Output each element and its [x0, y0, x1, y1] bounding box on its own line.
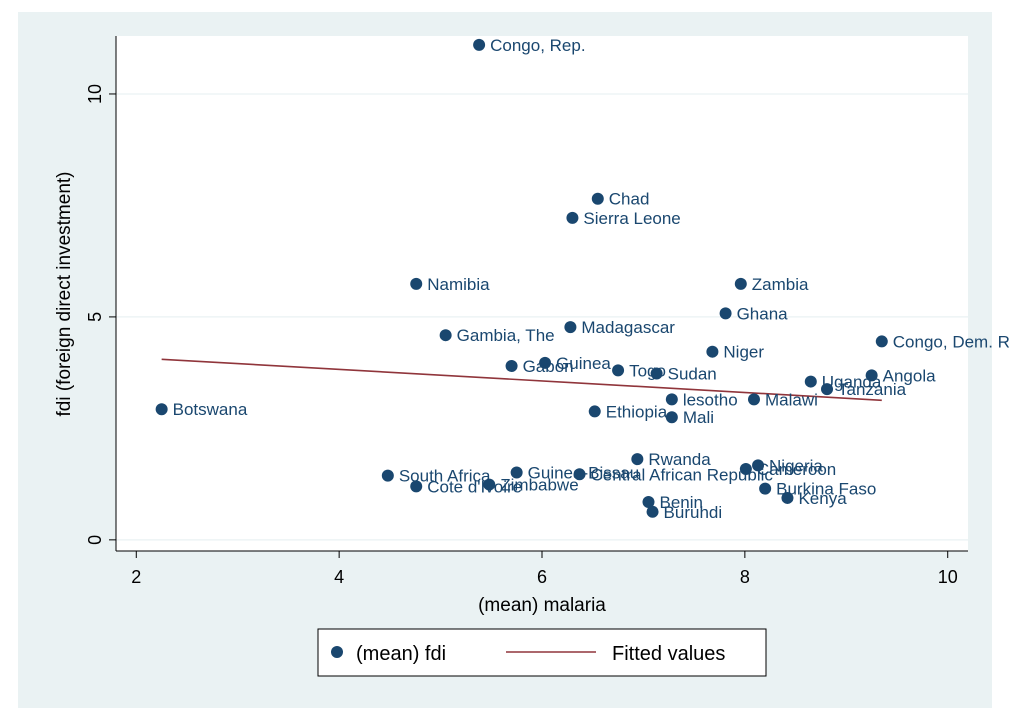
- point-label: Gambia, The: [457, 326, 555, 345]
- point-label: Zambia: [752, 275, 809, 294]
- data-point: [483, 478, 496, 491]
- point-label: Mali: [683, 408, 714, 427]
- point-label: Sierra Leone: [583, 209, 680, 228]
- data-point: [821, 383, 834, 396]
- x-tick-label: 8: [740, 567, 750, 587]
- data-point: [646, 505, 659, 518]
- data-point: [439, 329, 452, 342]
- point-label: Cote d'Ivoire: [427, 477, 522, 496]
- point-label: Gabon: [523, 357, 574, 376]
- data-point: [865, 369, 878, 382]
- data-point: [573, 468, 586, 481]
- data-point: [410, 480, 423, 493]
- x-tick-label: 6: [537, 567, 547, 587]
- point-label: Cameroon: [757, 460, 836, 479]
- point-label: Uganda: [822, 373, 882, 392]
- data-point: [505, 359, 518, 372]
- data-point: [591, 192, 604, 205]
- data-point: [752, 459, 765, 472]
- point-label: Congo, Dem. Rep.: [893, 332, 1010, 351]
- data-point: [719, 307, 732, 320]
- data-point: [665, 411, 678, 424]
- data-point: [539, 356, 552, 369]
- data-point: [759, 482, 772, 495]
- point-label: Ethiopia: [606, 402, 668, 421]
- data-point: [734, 277, 747, 290]
- data-point: [665, 393, 678, 406]
- point-label: Namibia: [427, 275, 490, 294]
- point-label: lesotho: [683, 390, 738, 409]
- data-point: [739, 462, 752, 475]
- y-tick-label: 10: [85, 84, 105, 104]
- point-label: Benin: [660, 493, 703, 512]
- data-point: [706, 345, 719, 358]
- tick-marks: 0 5 10 2 4 6 8 10: [85, 84, 958, 587]
- y-tick-label: 0: [85, 535, 105, 545]
- point-label: Tanzania: [838, 380, 907, 399]
- data-point: [612, 364, 625, 377]
- point-label: Ghana: [737, 304, 789, 323]
- x-tick-label: 4: [334, 567, 344, 587]
- data-point: [588, 405, 601, 418]
- x-tick-label: 2: [131, 567, 141, 587]
- legend: (mean) fdi Fitted values: [317, 628, 767, 677]
- data-point: [510, 466, 523, 479]
- point-label: Malawi: [765, 390, 818, 409]
- fitted-line-layer: [161, 358, 882, 402]
- point-label: Zimbabwe: [500, 476, 578, 495]
- data-point: [410, 277, 423, 290]
- gridlines: [116, 93, 968, 541]
- point-label: Chad: [609, 190, 650, 209]
- data-point: [642, 495, 655, 508]
- y-axis-title: fdi (foreign direct investment): [54, 172, 75, 417]
- point-label: Central African Republic: [591, 465, 774, 484]
- legend-marker-icon: [331, 646, 343, 658]
- point-label: Sudan: [668, 365, 717, 384]
- point-label: Niger: [723, 343, 764, 362]
- data-point: [875, 335, 888, 348]
- x-tick-label: 10: [938, 567, 958, 587]
- plot-area: [116, 36, 968, 551]
- point-label: Rwanda: [648, 450, 711, 469]
- data-point: [804, 375, 817, 388]
- point-label: Botswana: [173, 400, 248, 419]
- data-point: [473, 38, 486, 51]
- point-label: Buruhdi: [664, 503, 723, 522]
- point-label: Nigeria: [769, 456, 823, 475]
- data-point: [564, 321, 577, 334]
- legend-label-fit: Fitted values: [612, 643, 725, 665]
- fitted-values-line: [161, 358, 882, 402]
- point-label: South Africa: [399, 467, 491, 486]
- point-label: Guinea: [556, 354, 611, 373]
- y-tick-label: 5: [85, 312, 105, 322]
- data-point: [566, 211, 579, 224]
- point-label: Madagascar: [581, 318, 675, 337]
- point-label: Kenya: [798, 489, 847, 508]
- data-point: [747, 393, 760, 406]
- point-label: Angola: [883, 366, 936, 385]
- data-point: [781, 491, 794, 504]
- data-point: [631, 453, 644, 466]
- data-point: [155, 403, 168, 416]
- data-point: [381, 469, 394, 482]
- x-axis-title: (mean) malaria: [478, 595, 606, 616]
- point-label: Burkina Faso: [776, 480, 876, 499]
- data-point: [650, 367, 663, 380]
- point-label: Congo, Rep.: [490, 36, 585, 55]
- legend-label-scatter: (mean) fdi: [356, 643, 446, 665]
